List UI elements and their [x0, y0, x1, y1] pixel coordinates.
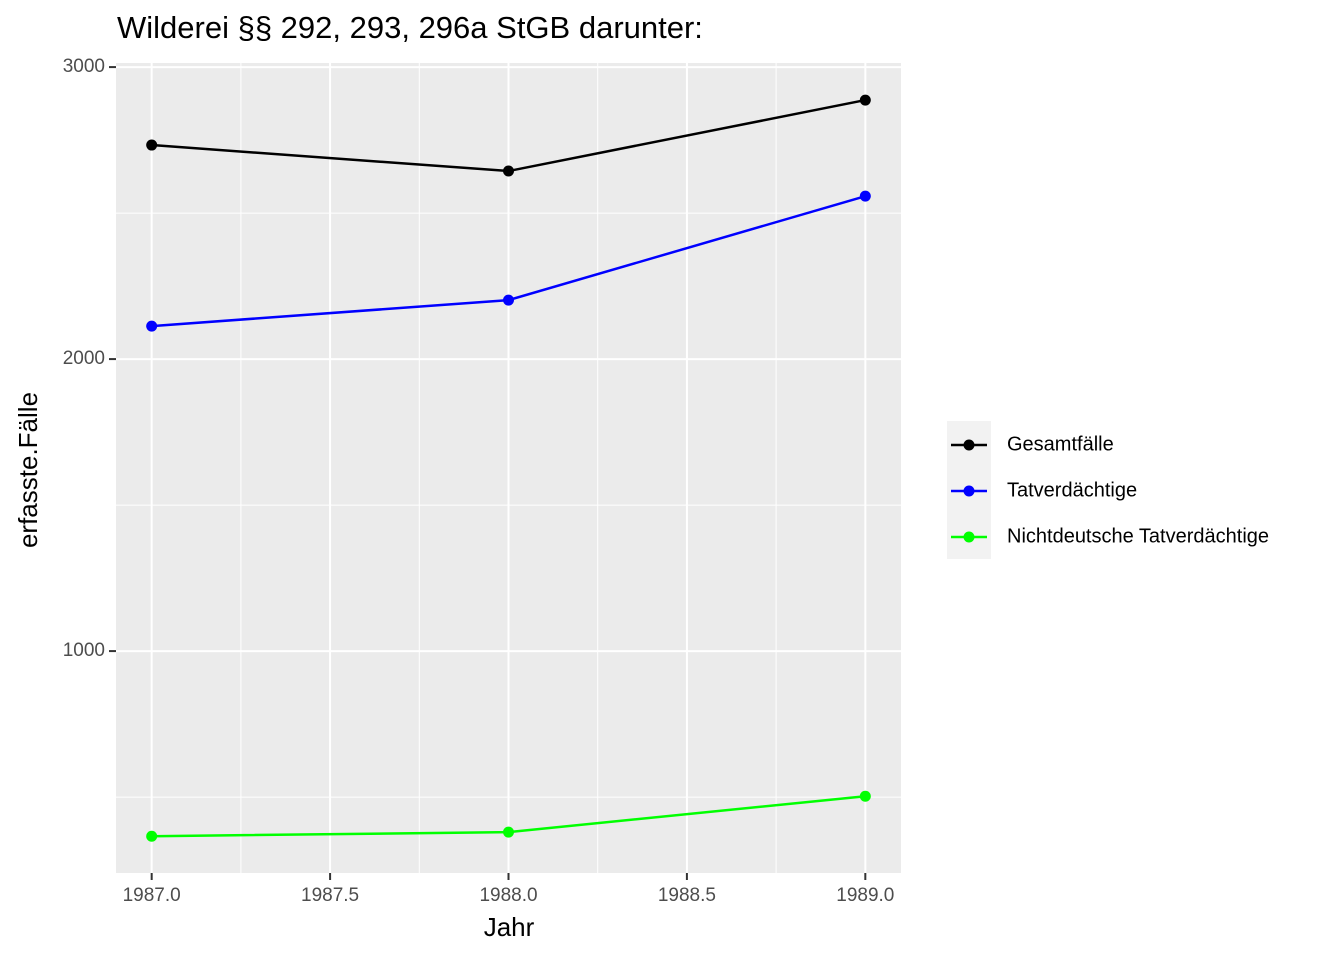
legend-label: Gesamtfälle	[1007, 433, 1114, 455]
chart-title: Wilderei §§ 292, 293, 296a StGB darunter…	[117, 10, 703, 45]
legend-key-point	[963, 439, 975, 451]
y-tick-label: 1000	[63, 640, 105, 661]
x-tick-label: 1989.0	[836, 885, 894, 906]
y-axis-title: erfasste.Fälle	[13, 392, 43, 548]
x-tick-label: 1988.5	[658, 885, 716, 906]
legend-key-point	[963, 531, 975, 543]
x-tick-label: 1987.5	[301, 885, 359, 906]
data-point	[503, 826, 514, 838]
data-point	[859, 790, 871, 802]
x-tick-label: 1988.0	[479, 885, 537, 906]
data-point	[146, 320, 158, 332]
data-point	[859, 94, 871, 106]
y-tick-label: 2000	[63, 348, 105, 369]
x-tick-label: 1987.0	[123, 885, 181, 906]
legend-label: Nichtdeutsche Tatverdächtige	[1007, 525, 1269, 547]
data-point	[503, 165, 514, 177]
y-tick-label: 3000	[63, 56, 105, 77]
data-point	[146, 830, 158, 842]
data-point	[859, 190, 871, 202]
x-axis-title: Jahr	[484, 912, 535, 942]
legend-label: Tatverdächtige	[1007, 479, 1137, 501]
data-point	[503, 294, 514, 306]
data-point	[146, 139, 158, 151]
legend-key-point	[963, 485, 975, 497]
